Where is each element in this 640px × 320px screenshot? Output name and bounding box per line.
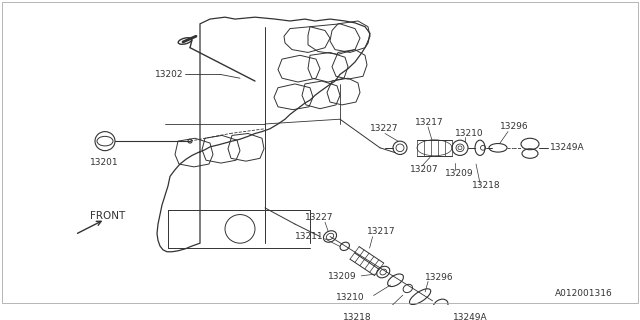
Text: 13209: 13209 <box>445 169 474 178</box>
Text: 13209: 13209 <box>328 272 357 281</box>
Text: 13227: 13227 <box>370 124 399 133</box>
Text: 13218: 13218 <box>343 313 371 320</box>
Text: 13210: 13210 <box>455 129 484 138</box>
Text: 13296: 13296 <box>500 122 529 131</box>
Text: 13217: 13217 <box>415 117 444 127</box>
Text: 13202: 13202 <box>155 70 184 79</box>
Text: 13207: 13207 <box>410 165 438 174</box>
Text: 13296: 13296 <box>425 273 454 282</box>
Text: 13217: 13217 <box>367 228 395 236</box>
Text: 13210: 13210 <box>335 293 364 302</box>
Text: 13249A: 13249A <box>550 143 584 152</box>
Text: A012001316: A012001316 <box>555 289 612 298</box>
Text: 13227: 13227 <box>305 213 333 222</box>
Text: 13211: 13211 <box>295 232 323 241</box>
Text: 13201: 13201 <box>90 158 118 167</box>
Text: 13218: 13218 <box>472 181 500 190</box>
Text: 13249A: 13249A <box>452 314 487 320</box>
Text: FRONT: FRONT <box>90 211 125 220</box>
